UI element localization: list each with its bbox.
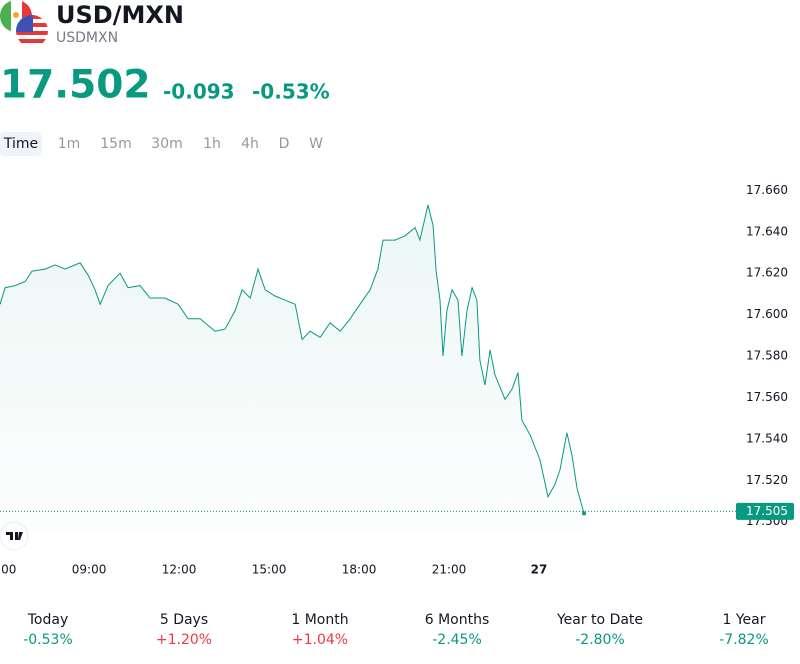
period-label: Today (27, 612, 69, 628)
change: -0.093 (163, 80, 235, 104)
period-change: -0.53% (23, 632, 73, 648)
y-tick-label: 17.540 (746, 431, 788, 445)
x-tick-label: 09:00 (72, 563, 107, 577)
period-change: -7.82% (719, 632, 769, 648)
tab-label[interactable]: 1h (203, 136, 221, 152)
period-change: -2.45% (432, 632, 482, 648)
period-change: -2.80% (575, 632, 625, 648)
area (0, 204, 585, 530)
y-tick-label: 17.580 (746, 349, 788, 363)
period-label: 5 Days (160, 612, 208, 628)
tab-label[interactable]: W (309, 136, 323, 152)
period-change: +1.20% (156, 632, 212, 648)
y-tick-label: 17.640 (746, 224, 788, 238)
last-point (582, 511, 587, 516)
timeframe-tab[interactable]: W (309, 136, 323, 152)
tab-label[interactable]: 15m (100, 136, 131, 152)
timeframe-tab[interactable]: 15m (100, 136, 131, 152)
timeframe-tab[interactable]: D (279, 136, 290, 152)
y-tick-label: 17.620 (746, 266, 788, 280)
period-label: 1 Year (723, 612, 766, 628)
tab-label[interactable]: 1m (58, 136, 81, 152)
x-tick-label: 21:00 (432, 563, 467, 577)
timeframe-tab[interactable]: 4h (241, 136, 259, 152)
last-price-tag (736, 502, 794, 520)
symbol: USD/MXN (56, 1, 184, 29)
last-price-label: 17.505 (746, 504, 788, 518)
x-tick-label: 06:00 (0, 563, 16, 577)
timeframe-tab[interactable]: 1m (58, 136, 81, 152)
us-flag (16, 15, 48, 47)
y-tick-label: 17.560 (746, 390, 788, 404)
price: 17.502 (0, 63, 151, 108)
tab-label[interactable]: Time (3, 136, 38, 152)
ticker: USDMXN (56, 30, 118, 46)
timeframe-tab[interactable]: 30m (151, 136, 182, 152)
x-tick-label: 12:00 (162, 563, 197, 577)
y-tick-label: 17.520 (746, 473, 788, 487)
y-tick-label: 17.600 (746, 307, 788, 321)
timeframe-tab[interactable]: Time (0, 132, 42, 156)
period-label: Year to Date (556, 612, 643, 628)
tab-label[interactable]: D (279, 136, 290, 152)
y-tick-label: 17.660 (746, 183, 788, 197)
period-label: 6 Months (425, 612, 490, 628)
change-percent: -0.53% (252, 80, 330, 104)
tab-label[interactable]: 30m (151, 136, 182, 152)
x-tick-label: 18:00 (342, 563, 377, 577)
price-line (0, 204, 585, 514)
x-tick-label: 15:00 (252, 563, 287, 577)
x-tick-label: 27 (531, 563, 548, 577)
period-change: +1.04% (292, 632, 348, 648)
timeframe-tab[interactable]: 1h (203, 136, 221, 152)
tab-label[interactable]: 4h (241, 136, 259, 152)
period-label: 1 Month (291, 612, 348, 628)
tab-highlight (0, 132, 42, 156)
